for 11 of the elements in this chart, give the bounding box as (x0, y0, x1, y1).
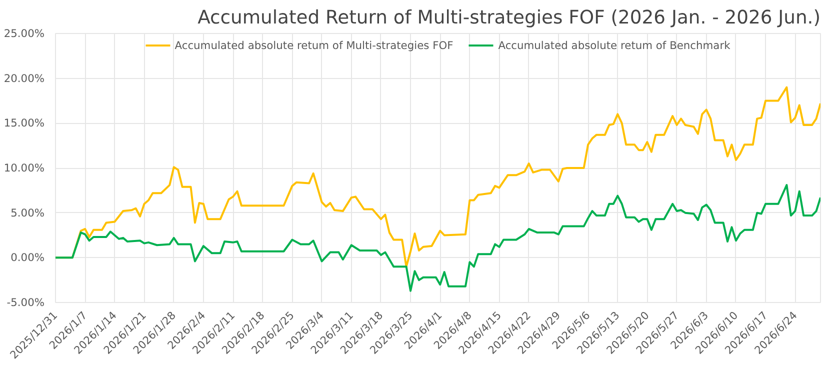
chart-title: Accumulated Return of Multi-strategies FOF (2026 Jan. - 2026 Jun.) (198, 8, 821, 28)
y-tick-label: 20.00% (4, 72, 45, 85)
legend-label: Accumulated absolute retum of Benchmark (498, 38, 730, 52)
y-tick-label: 15.00% (4, 116, 45, 130)
y-tick-label: 10.00% (4, 162, 45, 174)
y-tick-label: 5.00% (10, 206, 45, 220)
y-tick-label: -5.00% (6, 296, 45, 309)
legend-label: Accumulated absolute retum of Multi-strategies FOF (174, 38, 454, 52)
y-tick-label: 0.00% (10, 251, 45, 264)
y-tick-label: 25.00% (4, 27, 45, 40)
line-series (56, 184, 820, 292)
